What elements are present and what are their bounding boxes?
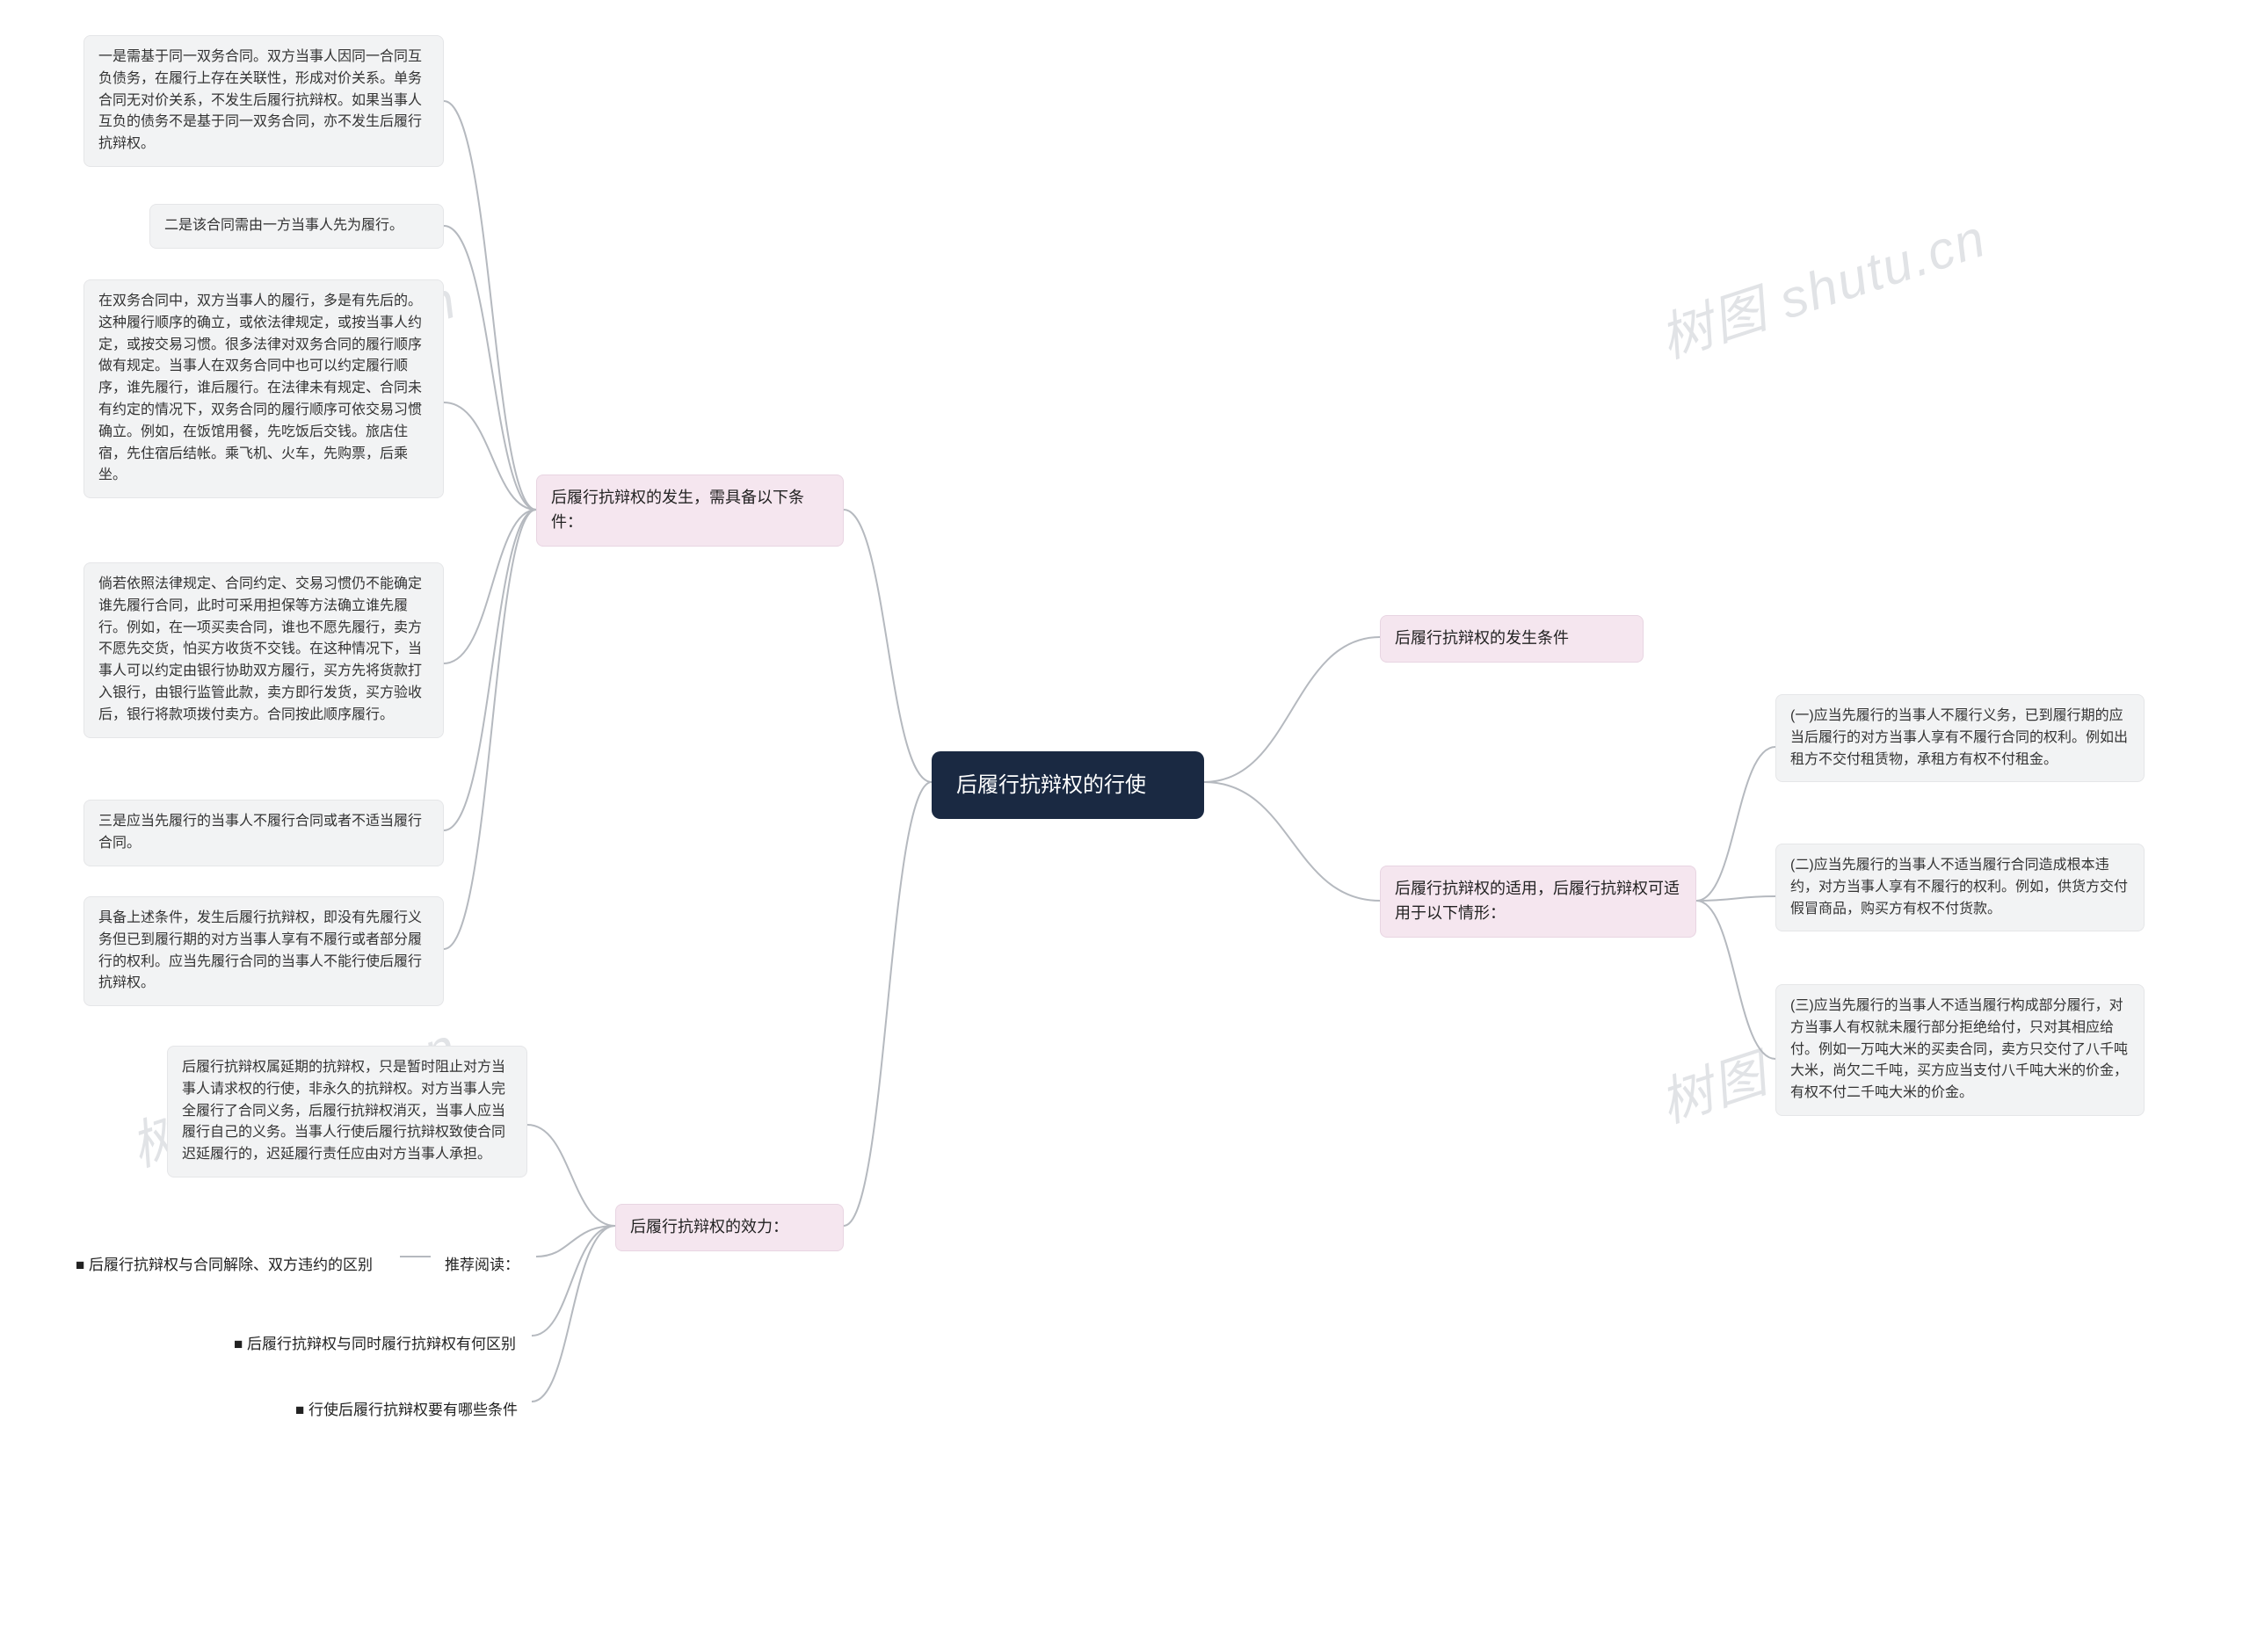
leaf-req-5: 三是应当先履行的当事人不履行合同或者不适当履行合同。 <box>83 800 444 866</box>
leaf-req-4: 倘若依照法律规定、合同约定、交易习惯仍不能确定谁先履行合同，此时可采用担保等方法… <box>83 562 444 738</box>
leaf-req-2: 二是该合同需由一方当事人先为履行。 <box>149 204 444 249</box>
branch-left-effect: 后履行抗辩权的效力： <box>615 1204 844 1251</box>
branch-left-requirements: 后履行抗辩权的发生，需具备以下条件： <box>536 475 844 547</box>
branch-right-conditions: 后履行抗辩权的发生条件 <box>1380 615 1644 663</box>
leaf-recommended-3: 行使后履行抗辩权要有哪些条件 <box>281 1388 532 1432</box>
watermark: 树图 shutu.cn <box>1649 196 1995 373</box>
leaf-req-1: 一是需基于同一双务合同。双方当事人因同一合同互负债务，在履行上存在关联性，形成对… <box>83 35 444 167</box>
mindmap-root: 后履行抗辩权的行使 <box>932 751 1204 819</box>
leaf-effect-desc: 后履行抗辩权属延期的抗辩权，只是暂时阻止对方当事人请求权的行使，非永久的抗辩权。… <box>167 1046 527 1177</box>
leaf-application-1: (一)应当先履行的当事人不履行义务，已到履行期的应当后履行的对方当事人享有不履行… <box>1775 694 2145 782</box>
leaf-req-3: 在双务合同中，双方当事人的履行，多是有先后的。这种履行顺序的确立，或依法律规定，… <box>83 279 444 498</box>
leaf-req-6: 具备上述条件，发生后履行抗辩权，即没有先履行义务但已到履行期的对方当事人享有不履… <box>83 896 444 1006</box>
branch-right-application: 后履行抗辩权的适用，后履行抗辩权可适用于以下情形： <box>1380 866 1696 938</box>
leaf-application-2: (二)应当先履行的当事人不适当履行合同造成根本违约，对方当事人享有不履行的权利。… <box>1775 844 2145 931</box>
leaf-recommended-label: 推荐阅读： <box>431 1243 536 1287</box>
leaf-application-3: (三)应当先履行的当事人不适当履行构成部分履行，对方当事人有权就未履行部分拒绝给… <box>1775 984 2145 1116</box>
leaf-recommended-2: 后履行抗辩权与同时履行抗辩权有何区别 <box>220 1322 532 1366</box>
leaf-recommended-1: 后履行抗辩权与合同解除、双方违约的区别 <box>62 1243 400 1287</box>
